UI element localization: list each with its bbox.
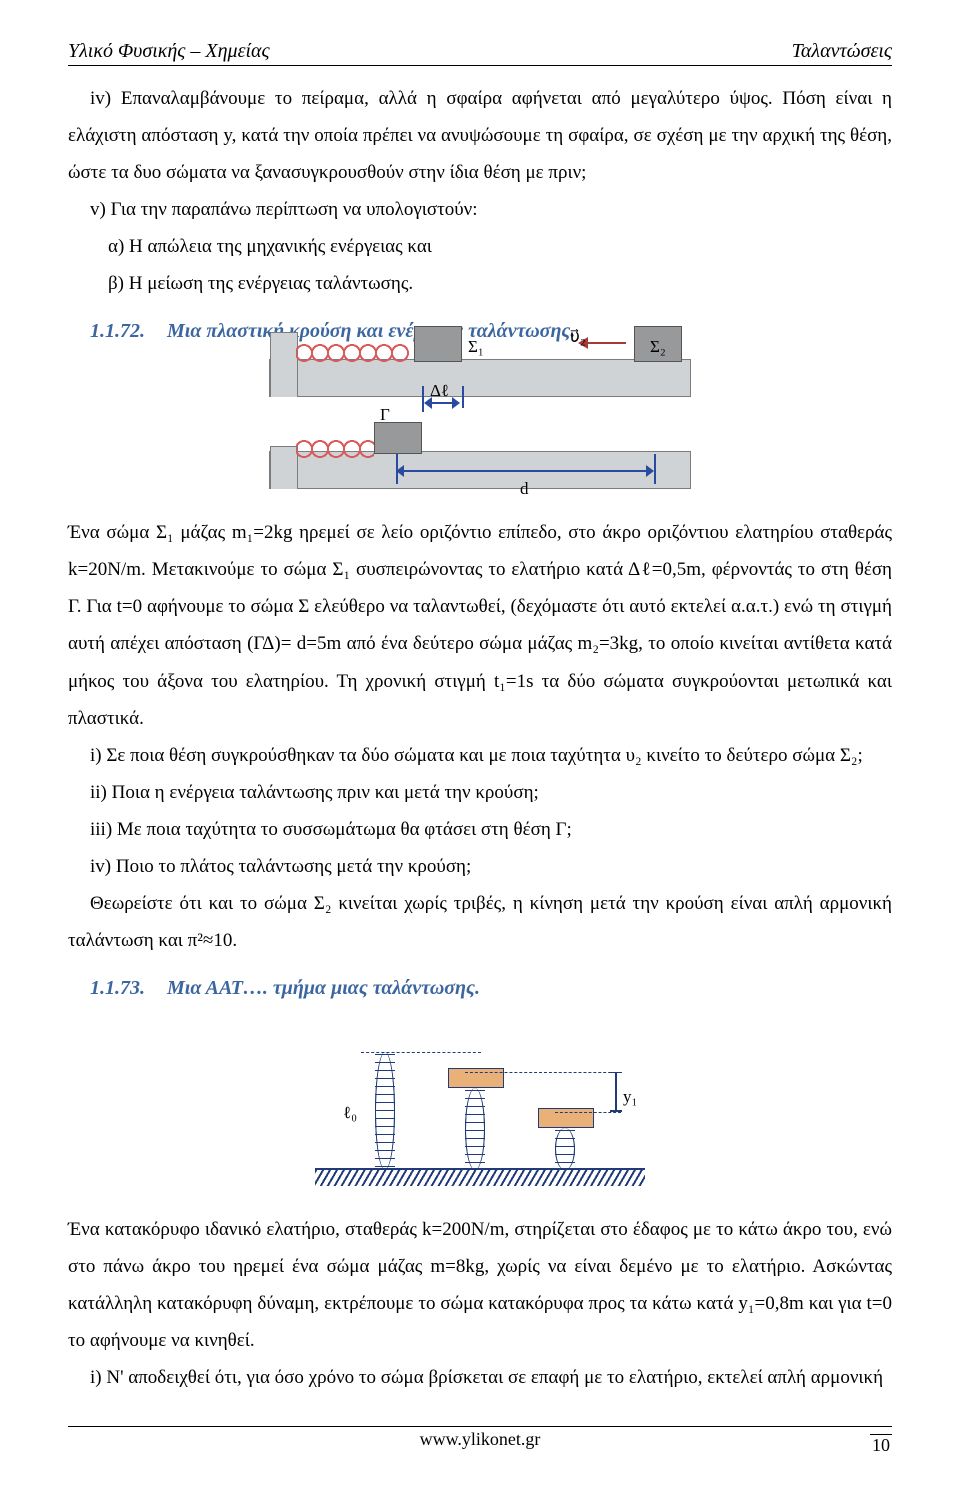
sec73-p1: Ένα κατακόρυφο ιδανικό ελατήριο, σταθερά… [68, 1211, 892, 1359]
p-va: α) Η απώλεια της μηχανικής ενέργειας και [68, 228, 892, 265]
footer-url: www.ylikonet.gr [420, 1429, 541, 1449]
p-vb: β) Η μείωση της ενέργειας ταλάντωσης. [68, 265, 892, 302]
sec72-q5: Θεωρείστε ότι και το σώμα Σ₂ κινείται χω… [68, 885, 892, 959]
p-v: v) Για την παραπάνω περίπτωση να υπολογι… [68, 191, 892, 228]
heading-73: 1.1.73.Μια ΑΑΤ…. τμήμα μιας ταλάντωσης. [90, 969, 892, 1008]
sec72-q1: i) Σε ποια θέση συγκρούσθηκαν τα δύο σώμ… [68, 737, 892, 774]
sec73-q1: i) Ν' αποδειχθεί ότι, για όσο χρόνο το σ… [68, 1359, 892, 1396]
figure-72: Σ₁ Σ₂ υ⃗₂ Γ Δℓ [68, 359, 892, 502]
sec72-q3: iii) Με ποια ταχύτητα το συσσωμάτωμα θα … [68, 811, 892, 848]
page-number: 10 [870, 1434, 892, 1456]
sec72-q4: iv) Ποιο το πλάτος ταλάντωσης μετά την κ… [68, 848, 892, 885]
p-iv: iv) Επαναλαμβάνουμε το πείραμα, αλλά η σ… [68, 80, 892, 191]
sec72-p1: Ένα σώμα Σ₁ μάζας m₁=2kg ηρεμεί σε λείο … [68, 514, 892, 736]
figure-73: ℓ₀ y₁ [68, 1016, 892, 1199]
sec72-q2: ii) Ποια η ενέργεια ταλάντωσης πριν και … [68, 774, 892, 811]
header-right: Ταλαντώσεις [792, 40, 892, 63]
body: iv) Επαναλαμβάνουμε το πείραμα, αλλά η σ… [68, 80, 892, 1396]
footer: www.ylikonet.gr 10 [68, 1426, 892, 1450]
header-left: Υλικό Φυσικής – Χημείας [68, 40, 270, 63]
heading-72: 1.1.72.Μια πλαστική κρούση και ενέργειες… [90, 312, 892, 351]
